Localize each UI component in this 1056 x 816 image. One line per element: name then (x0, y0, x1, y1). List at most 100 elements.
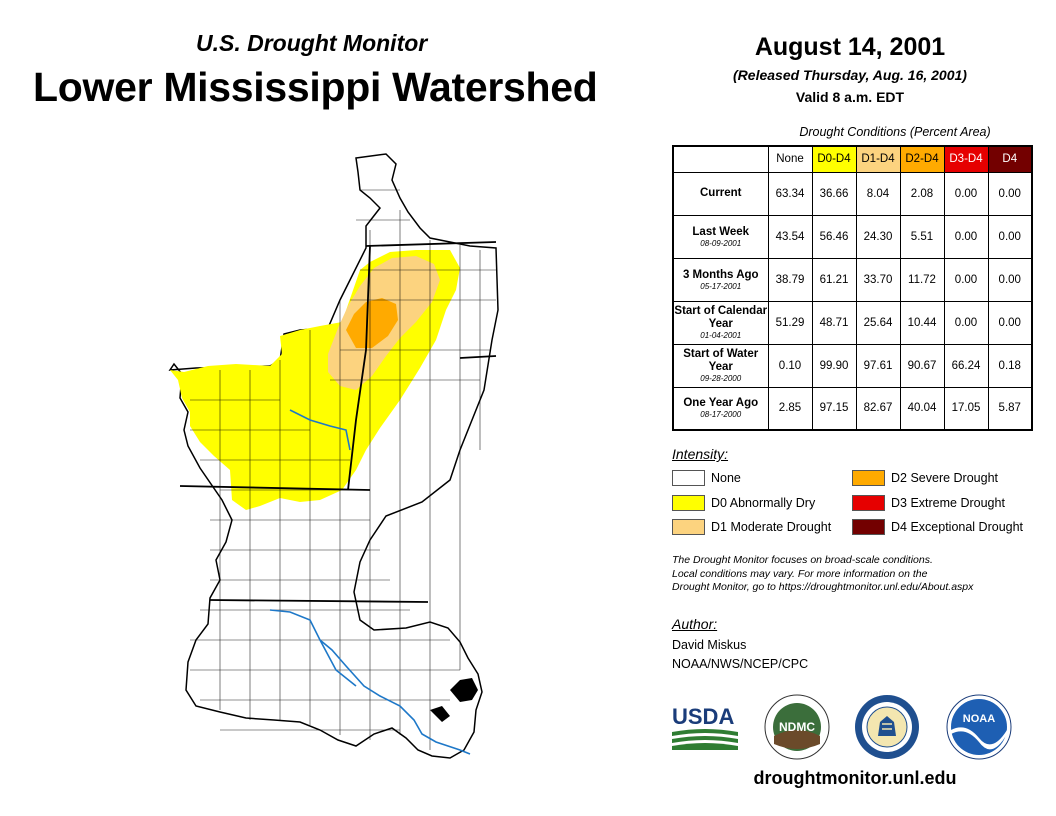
row-label: Current (672, 171, 769, 216)
cell-value: 0.18 (987, 343, 1033, 388)
cell-value: 8.04 (855, 171, 901, 216)
cell-value: 5.51 (899, 214, 945, 259)
map-subtitle: U.S. Drought Monitor (196, 30, 428, 56)
ndmc-logo-icon: NDMC (764, 694, 830, 760)
noaa-logo-icon: NOAA (946, 694, 1012, 760)
row-label: Start of Calendar Year 01-04-2001 (672, 300, 769, 345)
legend-item-none: None (672, 470, 741, 486)
row-label-text: Start of Calendar Year (674, 305, 768, 330)
note-line: Local conditions may vary. For more info… (672, 567, 928, 580)
cell-value: 66.24 (943, 343, 989, 388)
map-date: August 14, 2001 (754, 33, 946, 61)
legend-title: Intensity: (672, 446, 729, 462)
cell-value: 17.05 (943, 386, 989, 431)
cell-value: 36.66 (811, 171, 857, 216)
row-date: 08-09-2001 (700, 238, 742, 248)
table-row: Start of Water Year 09-28-2000 0.10 99.90… (672, 343, 1033, 388)
usda-logo: USDA (672, 702, 738, 750)
legend-item-d1: D1 Moderate Drought (672, 519, 831, 535)
row-label-text: 3 Months Ago (682, 268, 759, 281)
d2-severe-drought-region (346, 298, 398, 348)
doc-seal-logo (854, 694, 920, 760)
legend-swatch (672, 470, 705, 486)
cell-value: 11.72 (899, 257, 945, 302)
cell-value: 0.00 (987, 257, 1033, 302)
header-blank (673, 146, 768, 172)
cell-value: 82.67 (855, 386, 901, 431)
cell-value: 56.46 (811, 214, 857, 259)
col-d0-d4: D0-D4 (811, 145, 857, 173)
cell-value: 90.67 (899, 343, 945, 388)
cell-value: 5.87 (987, 386, 1033, 431)
cell-value: 0.00 (943, 171, 989, 216)
legend-label: D3 Extreme Drought (891, 496, 1005, 510)
col-d3-d4: D3-D4 (943, 145, 989, 173)
author-org: NOAA/NWS/NCEP/CPC (672, 657, 809, 671)
legend-swatch (852, 495, 885, 511)
cell-value: 97.61 (855, 343, 901, 388)
author-name: David Miskus (672, 638, 747, 652)
legend-swatch (852, 519, 885, 535)
table-row: One Year Ago 08-17-2000 2.85 97.15 82.67 … (672, 386, 1033, 431)
ndmc-logo-text: NDMC (779, 720, 815, 734)
legend-swatch (672, 495, 705, 511)
table-row: Last Week 08-09-2001 43.54 56.46 24.30 5.… (672, 214, 1033, 259)
legend-swatch (852, 470, 885, 486)
cell-value: 63.34 (767, 171, 813, 216)
cell-value: 0.00 (943, 300, 989, 345)
state-boundaries (179, 241, 497, 603)
col-d1-d4: D1-D4 (855, 145, 901, 173)
county-lines (190, 189, 496, 750)
note-line: The Drought Monitor focuses on broad-sca… (672, 554, 933, 566)
release-date: (Released Thursday, Aug. 16, 2001) (733, 67, 967, 83)
disclaimer-note: The Drought Monitor focuses on broad-sca… (672, 554, 1042, 595)
drought-conditions-table: None D0-D4 D1-D4 D2-D4 D3-D4 D4 Current … (672, 145, 1033, 431)
doc-seal-icon (855, 695, 919, 759)
delta-coast (430, 678, 478, 722)
row-label-text: Start of Water Year (683, 348, 759, 373)
usda-logo-icon: USDA (672, 704, 738, 750)
col-none: None (767, 145, 813, 173)
legend-item-d2: D2 Severe Drought (852, 470, 998, 486)
legend-item-d3: D3 Extreme Drought (852, 495, 1005, 511)
watershed-map (168, 153, 499, 759)
row-label-text: Current (699, 187, 742, 199)
table-header-row: None D0-D4 D1-D4 D2-D4 D3-D4 D4 (673, 145, 1033, 173)
cell-value: 48.71 (811, 300, 857, 345)
legend-label: D2 Severe Drought (891, 471, 999, 485)
noaa-logo-text: NOAA (963, 713, 995, 725)
cell-value: 0.00 (987, 214, 1033, 259)
row-date: 08-17-2000 (700, 410, 742, 420)
legend-item-d0: D0 Abnormally Dry (672, 495, 815, 511)
noaa-logo: NOAA (946, 694, 1012, 760)
ndmc-logo: NDMC (764, 694, 830, 760)
cell-value: 0.00 (987, 171, 1033, 216)
cell-value: 24.30 (855, 214, 901, 259)
cell-value: 0.00 (943, 214, 989, 259)
col-d4: D4 (987, 145, 1033, 173)
table-row: Start of Calendar Year 01-04-2001 51.29 4… (672, 300, 1033, 345)
usda-logo-text: USDA (672, 704, 734, 729)
cell-value: 2.08 (899, 171, 945, 216)
rivers (269, 409, 471, 755)
legend-label: None (711, 471, 741, 485)
row-label-text: One Year Ago (683, 397, 759, 410)
row-label: 3 Months Ago 05-17-2001 (672, 257, 769, 302)
map-title: Lower Mississippi Watershed (33, 64, 598, 110)
cell-value: 97.15 (811, 386, 857, 431)
table-row: Current 63.34 36.66 8.04 2.08 0.00 0.00 (672, 171, 1033, 216)
cell-value: 43.54 (767, 214, 813, 259)
row-date: 05-17-2001 (700, 281, 742, 291)
cell-value: 2.85 (767, 386, 813, 431)
legend-item-d4: D4 Exceptional Drought (852, 519, 1023, 535)
cell-value: 25.64 (855, 300, 901, 345)
cell-value: 99.90 (811, 343, 857, 388)
col-d2-d4: D2-D4 (899, 145, 945, 173)
legend-label: D4 Exceptional Drought (891, 520, 1024, 534)
cell-value: 0.00 (987, 300, 1033, 345)
website-url[interactable]: droughtmonitor.unl.edu (753, 768, 957, 788)
row-label-text: Last Week (692, 225, 750, 238)
cell-value: 40.04 (899, 386, 945, 431)
legend-label: D0 Abnormally Dry (711, 496, 816, 510)
cell-value: 61.21 (811, 257, 857, 302)
